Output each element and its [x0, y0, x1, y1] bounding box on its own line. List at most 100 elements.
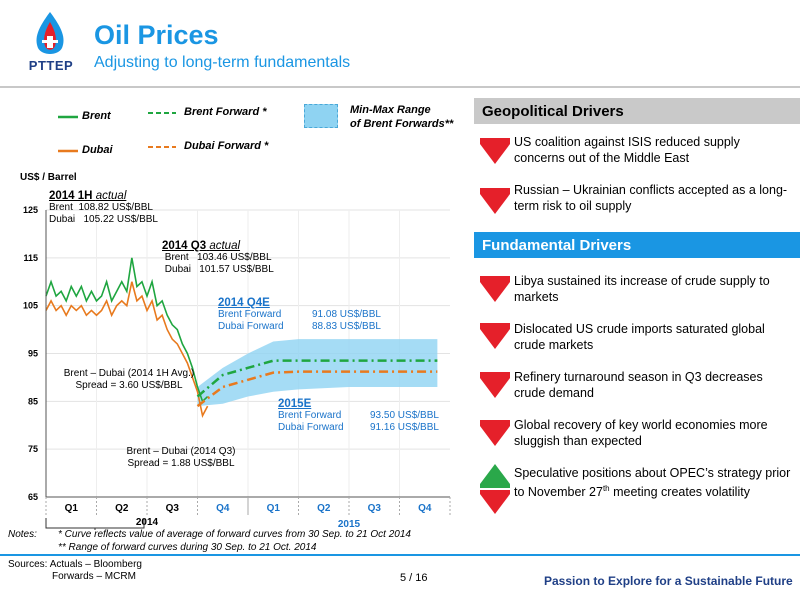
- annotation-2014-1h: 2014 1H actual Brent 108.82 US$/BBL Duba…: [49, 190, 209, 226]
- x-tick-label: Q1: [267, 503, 281, 514]
- legend-dubai-forward-label: Dubai Forward *: [184, 140, 269, 152]
- ann-q3-suffix: actual: [209, 240, 241, 252]
- x-tick-label: Q4: [418, 503, 432, 514]
- x-year-label: 2014: [136, 517, 159, 528]
- note-2: ** Range of forward curves during 30 Sep…: [58, 542, 317, 553]
- ann-2015e-title: 2015E: [278, 398, 312, 410]
- fund-item-2-text: Dislocated US crude imports saturated gl…: [514, 322, 765, 352]
- fund-item-5-arrows: [480, 464, 510, 519]
- ann-q3-dubai-label: Dubai: [164, 264, 191, 275]
- page-subtitle: Adjusting to long-term fundamentals: [94, 54, 351, 71]
- ann-q4e-brent-label: Brent Forward: [218, 309, 282, 320]
- series-line-dubai-forward: [196, 370, 438, 408]
- ann-2015e-dubai-value: 91.16 US$/BBL: [370, 422, 439, 433]
- down-arrow-icon: [480, 276, 510, 302]
- fund-item-5-text-after: meeting creates volatility: [609, 485, 750, 500]
- sources-line1: Sources: Actuals – Bloomberg: [8, 559, 142, 570]
- spread-1h-line1: Brent – Dubai (2014 1H Avg.): [63, 368, 195, 379]
- spread-q3-line1: Brent – Dubai (2014 Q3): [126, 446, 236, 457]
- fund-item-1-text: Libya sustained its increase of crude su…: [514, 274, 770, 304]
- y-tick-label: 75: [28, 444, 38, 454]
- x-tick-label: Q1: [65, 503, 79, 514]
- y-tick-label: 65: [28, 492, 38, 502]
- ann-q4e-dubai-value: 88.83 US$/BBL: [312, 321, 381, 332]
- down-arrow-icon: [480, 323, 510, 349]
- ann-1h-brent-label: Brent: [49, 202, 73, 213]
- down-arrow-icon: [480, 188, 510, 214]
- y-axis-label: US$ / Barrel: [20, 172, 77, 183]
- ann-q3-brent-value: 103.46 US$/BBL: [197, 252, 272, 263]
- geo-item-1-arrow: [480, 138, 510, 169]
- fund-item-5-text-before: Speculative positions about OPEC’s strat…: [514, 466, 791, 500]
- up-down-arrow-icon: [480, 464, 510, 514]
- brent-forward-swatch: [148, 112, 176, 114]
- notes: Notes: * Curve reflects value of average …: [8, 528, 411, 554]
- y-tick-label: 85: [28, 396, 38, 406]
- sources-line2: Forwards – MCRM: [52, 571, 136, 582]
- ann-2015e-brent-value: 93.50 US$/BBL: [370, 410, 439, 421]
- series-line-dubai: [45, 281, 209, 419]
- legend-dubai-label: Dubai: [82, 144, 113, 156]
- x-tick-label: Q2: [115, 503, 129, 514]
- page-title: Oil Prices: [94, 20, 219, 50]
- x-tick-label: Q3: [368, 503, 382, 514]
- ann-q4e-dubai-label: Dubai Forward: [218, 321, 284, 332]
- legend-brent-forward-label: Brent Forward *: [184, 106, 267, 118]
- ann-1h-dubai-label: Dubai: [49, 214, 76, 225]
- legend-range-line1: Min-Max Range: [350, 104, 431, 116]
- ann-q4e-brent-value: 91.08 US$/BBL: [312, 309, 381, 320]
- ann-q3-title: 2014 Q3: [162, 240, 207, 252]
- y-tick-label: 115: [23, 253, 38, 263]
- ann-2015e-brent-label: Brent Forward: [278, 410, 342, 421]
- fund-item-1-arrow: [480, 276, 510, 307]
- geo-item-2-arrow: [480, 188, 510, 219]
- sources: Sources: Actuals – Bloomberg Forwards – …: [8, 559, 142, 583]
- down-arrow-icon: [480, 372, 510, 398]
- header-divider: [0, 86, 800, 88]
- fund-item-4-text: Global recovery of key world economies m…: [514, 418, 768, 448]
- page-number: 5 / 16: [400, 572, 428, 584]
- spread-q3-line2: Spread = 1.88 US$/BBL: [127, 458, 235, 469]
- ann-1h-suffix: actual: [95, 190, 127, 202]
- fund-item-2-arrow: [480, 323, 510, 354]
- geo-item-1-text: US coalition against ISIS reduced supply…: [514, 135, 740, 165]
- x-year-label: 2015: [338, 519, 361, 530]
- annotation-2015e: 2015E Brent Forward 93.50 US$/BBL Dubai F…: [278, 398, 468, 434]
- dubai-forward-swatch: [148, 146, 176, 148]
- spread-1h-line2: Spread = 3.60 US$/BBL: [75, 380, 183, 391]
- series-line-brent: [45, 257, 209, 403]
- legend-brent-label: Brent: [82, 110, 111, 122]
- brent-swatch: [58, 115, 78, 119]
- ann-q4e-title: 2014 Q4E: [218, 297, 270, 309]
- y-tick-label: 105: [23, 301, 38, 311]
- annotation-2014-q4e: 2014 Q4E Brent Forward 91.08 US$/BBL Duba…: [218, 297, 408, 333]
- geopolitical-drivers-header: Geopolitical Drivers: [474, 98, 800, 124]
- footer-tagline: Passion to Explore for a Sustainable Fut…: [544, 574, 793, 588]
- y-tick-label: 125: [23, 205, 38, 215]
- series-line-brent-forward: [196, 359, 438, 398]
- x-tick-label: Q3: [166, 503, 180, 514]
- footer-divider: [0, 554, 800, 556]
- ann-q3-dubai-value: 101.57 US$/BBL: [199, 264, 274, 275]
- fund-item-3-arrow: [480, 372, 510, 403]
- oil-price-chart: 65 75 85 95 105 115 125 Q1 Q2 Q3 Q4 Q1 Q2 Q3 Q4 2014 201…: [23, 205, 451, 530]
- ann-1h-dubai-value: 105.22 US$/BBL: [83, 214, 158, 225]
- logo-text: PTTEP: [28, 58, 74, 73]
- legend-range-line2: of Brent Forwards**: [350, 118, 454, 130]
- annotation-spread-1h: Brent – Dubai (2014 1H Avg.) Spread = 3.…: [44, 368, 214, 392]
- ann-q3-brent-label: Brent: [164, 252, 189, 263]
- fund-item-4-arrow: [480, 420, 510, 451]
- fund-item-5-superscript: th: [602, 484, 610, 493]
- fundamental-drivers-header: Fundamental Drivers: [474, 232, 800, 258]
- down-arrow-icon: [480, 420, 510, 446]
- fund-item-5-text: Speculative positions about OPEC’s strat…: [514, 465, 794, 500]
- ann-1h-brent-value: 108.82 US$/BBL: [78, 202, 153, 213]
- down-arrow-icon: [480, 138, 510, 164]
- note-1: * Curve reflects value of average of for…: [58, 529, 411, 540]
- ann-1h-title: 2014 1H: [49, 190, 93, 202]
- annotation-2014-q3: 2014 Q3 actual Brent 103.46 US$/BBL Duba…: [162, 240, 322, 276]
- ann-2015e-dubai-label: Dubai Forward: [278, 422, 344, 433]
- pttep-logo: [16, 10, 84, 80]
- geo-item-2-text: Russian – Ukrainian conflicts accepted a…: [514, 183, 788, 213]
- notes-label: Notes:: [8, 529, 37, 540]
